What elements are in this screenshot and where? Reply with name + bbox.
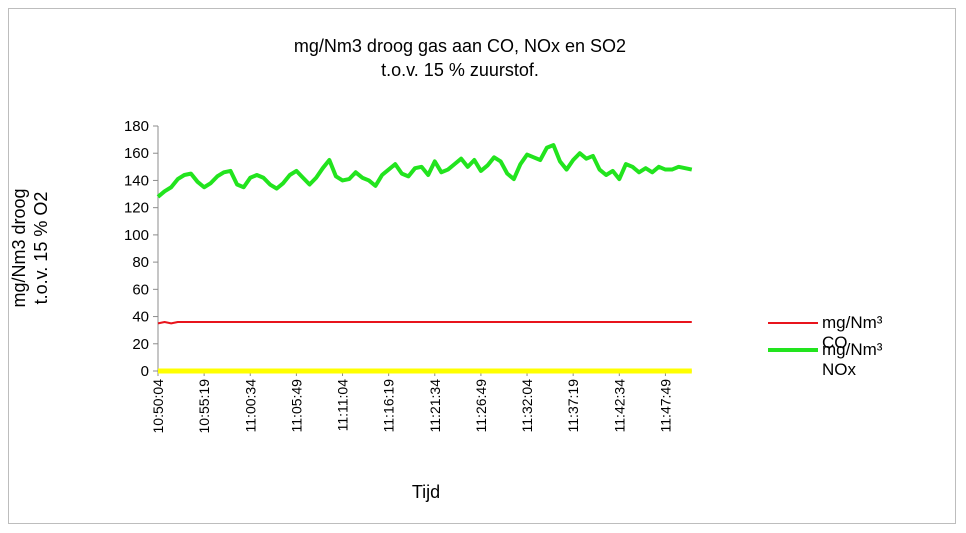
y-tick-label: 80 [132,254,149,271]
y-tick-label: 160 [124,145,149,162]
chart-title: mg/Nm3 droog gas aan CO, NOx en SO2 t.o.… [293,36,627,80]
x-tick-label: 11:37:19 [565,379,581,433]
y-tick-label: 180 [124,118,149,135]
series-line [156,143,693,199]
series-line [157,321,692,325]
y-tick-label: 120 [124,200,149,217]
y-tick-label: 20 [132,336,149,353]
x-tick-label: 11:16:19 [381,379,397,433]
x-tick-label: 10:55:19 [196,379,212,434]
y-tick-label: 40 [132,309,149,326]
x-tick-label: 11:42:34 [611,379,627,433]
y-tick-label: 60 [132,281,149,298]
y-tick-label: 0 [141,363,149,380]
y-tick-label: 100 [124,227,149,244]
x-tick-label: 11:32:04 [519,379,535,433]
x-tick-label: 11:11:04 [335,379,351,432]
x-tick-label: 11:47:49 [657,379,673,433]
x-tick-label: 11:00:34 [242,379,258,433]
x-tick-label: 11:05:49 [288,379,304,433]
y-tick-label: 140 [124,172,149,189]
x-axis-label: Tijd [411,482,441,502]
legend-label: mg/Nm³ NOx [822,340,883,379]
legend-label: mg/Nm³ CO [822,313,883,352]
x-tick-label: 11:26:49 [473,379,489,433]
x-tick-label: 11:21:34 [427,379,443,433]
x-tick-label: 10:50:04 [150,379,166,434]
chart-frame [8,8,956,524]
